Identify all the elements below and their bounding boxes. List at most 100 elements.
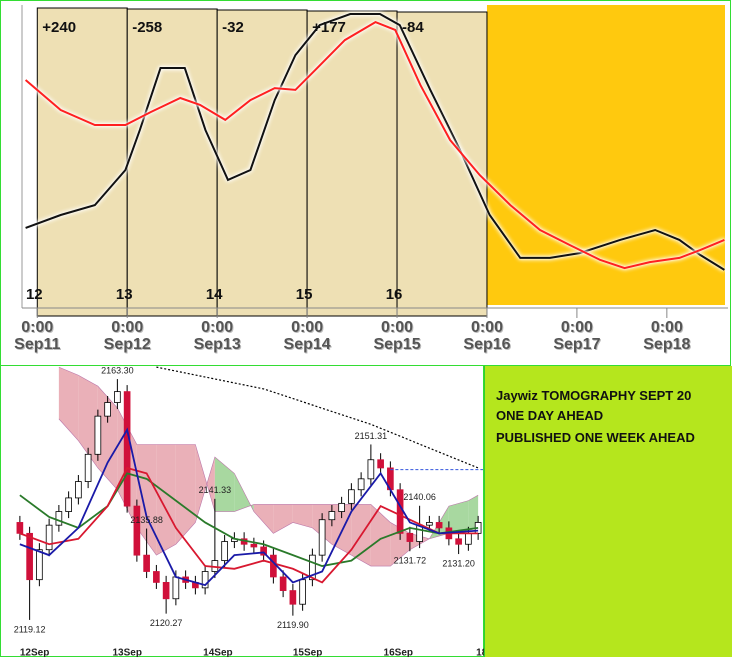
cloud-fill (195, 444, 215, 523)
candle-body (123, 391, 131, 507)
candle-body (318, 519, 326, 556)
forecast-region (486, 5, 725, 305)
day-box (126, 8, 218, 317)
x-tick-label: 12Sep (20, 648, 49, 657)
day-label: 12 (26, 286, 43, 303)
price-label: 2135.88 (130, 515, 163, 525)
cloud-span (58, 418, 479, 567)
top-chart: +240 12 -258 13 -32 14 +177 15 -84 16 (22, 5, 728, 318)
candle-body (45, 524, 53, 551)
candle-body (309, 554, 316, 581)
candle-body (201, 571, 209, 589)
x-tick-label: 18 (476, 648, 488, 657)
candle-body (289, 590, 297, 605)
candle-body (133, 505, 141, 556)
day-label: 15 (296, 286, 313, 303)
day-box (396, 11, 488, 317)
candle-body (396, 489, 404, 534)
panel-line: PUBLISHED ONE WEEK AHEAD (496, 430, 695, 445)
candle-body (75, 481, 82, 499)
day-label: 13 (116, 286, 133, 303)
box-label: -84 (402, 19, 424, 36)
box-label: -32 (222, 19, 244, 36)
price-label: 2131.20 (442, 558, 475, 568)
candle-body (55, 511, 63, 526)
candle-body (26, 532, 33, 581)
panel-line: Jaywiz TOMOGRAPHY SEPT 20 (496, 388, 692, 403)
candle-body (250, 543, 258, 548)
candle-body (279, 576, 287, 591)
series-line (24, 20, 725, 270)
candle-body (348, 489, 355, 504)
ma-line (19, 427, 479, 587)
candle-body (328, 511, 336, 521)
cloud-fill (253, 504, 274, 534)
cloud-fill (448, 500, 469, 534)
price-label: 2131.72 (394, 556, 427, 566)
panel-line: ONE DAY AHEAD (496, 408, 604, 423)
candle-body (16, 522, 24, 534)
candle-body (84, 453, 92, 482)
x-tick-label: 13Sep (113, 648, 142, 657)
x-tick-label: 0:00 Sep12 (103, 319, 151, 353)
x-tick-label: 0:00 Sep15 (373, 319, 421, 353)
price-label: 2119.90 (277, 620, 309, 630)
box-label: +177 (312, 19, 346, 36)
candle-body (104, 402, 111, 417)
candle-body (406, 532, 414, 542)
x-tick-label: 0:00 Sep17 (553, 319, 601, 353)
candle-body (426, 522, 433, 526)
day-box (306, 10, 398, 317)
candle-body (162, 582, 170, 600)
price-label: 2151.31 (355, 431, 388, 441)
day-label: 14 (206, 286, 223, 303)
bottom-labels: 2163.30 2119.12 2135.88 2120.27 2141.33 2119.… (14, 365, 488, 657)
cloud-fill (468, 495, 479, 531)
candle-body (221, 541, 228, 562)
candle-body (455, 538, 462, 545)
candle-body (338, 502, 345, 512)
candle-body (270, 554, 277, 578)
candle-body (36, 549, 43, 581)
day-box (36, 7, 128, 317)
price-label: 2140.06 (403, 492, 436, 502)
price-label: 2120.27 (150, 618, 183, 628)
candle-body (143, 554, 150, 572)
x-tick-label: 15Sep (293, 648, 322, 657)
candle-body (153, 571, 160, 583)
box-label: -258 (132, 19, 162, 36)
candle-body (65, 497, 72, 512)
x-tick-label: 0:00 Sep14 (283, 319, 331, 353)
x-tick-label: 0:00 Sep11 (14, 319, 61, 353)
x-tick-label: 0:00 Sep13 (193, 319, 241, 353)
cloud-fill (370, 504, 391, 567)
price-label: 2163.30 (101, 365, 134, 375)
cloud-fill (78, 375, 98, 468)
cloud-fill (292, 504, 313, 528)
candle-body (435, 522, 443, 529)
candle-body (377, 459, 384, 469)
day-box (216, 9, 308, 317)
candle-body (114, 391, 121, 403)
x-tick-label: 16Sep (384, 648, 413, 657)
candle-body (465, 532, 472, 545)
box-label: +240 (42, 19, 76, 36)
ma-line (19, 466, 479, 584)
cloud-fill (175, 444, 196, 545)
candle-body (260, 546, 267, 556)
x-tick-label: 0:00 Sep18 (643, 319, 691, 353)
x-tick-label: 14Sep (203, 648, 232, 657)
ma-line (19, 472, 479, 567)
cloud-fill (214, 457, 235, 512)
cloud-fill (97, 386, 118, 490)
bottom-chart (16, 366, 483, 620)
ma-line (156, 366, 479, 469)
candle-body (299, 579, 306, 605)
candle-body (357, 478, 365, 491)
price-label: 2141.33 (199, 485, 232, 495)
series-line (25, 13, 725, 271)
candle-body (367, 459, 375, 480)
cloud-fill (156, 444, 176, 556)
